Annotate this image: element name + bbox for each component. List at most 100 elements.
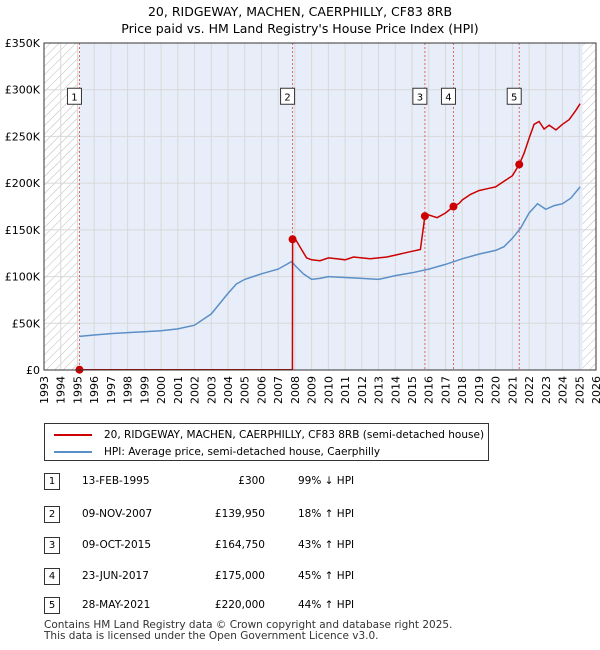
sale-marker-label: 5 [511,92,517,103]
table-row: 3 09-OCT-2015 £164,750 43% ↑ HPI [0,536,600,554]
sale-marker-label: 2 [284,92,290,103]
sale-point [288,235,297,244]
x-tick-label: 1999 [138,376,151,404]
table-row: 2 09-NOV-2007 £139,950 18% ↑ HPI [0,505,600,523]
transaction-hpi: 43% ↑ HPI [298,539,355,551]
x-tick-label: 2021 [506,376,519,404]
sale-point [420,212,429,221]
sale-marker-label: 3 [417,92,423,103]
footer-copyright: Contains HM Land Registry data © Crown c… [44,619,453,631]
transaction-hpi: 44% ↑ HPI [298,599,355,611]
x-tick-label: 2026 [590,376,600,404]
sale-marker-box [280,87,296,105]
sale-marker-box [506,87,522,105]
sale-point [449,202,458,211]
chart-title-line1: 20, RIDGEWAY, MACHEN, CAERPHILLY, CF83 8… [147,4,453,19]
transaction-date: 09-OCT-2015 [82,539,151,551]
x-tick-label: 2024 [557,376,570,404]
transaction-date: 23-JUN-2017 [82,570,149,582]
x-tick-label: 2010 [322,376,335,404]
x-tick-label: 2016 [423,376,436,404]
y-tick-label: £100K [5,271,41,284]
x-tick-label: 2018 [456,376,469,404]
transaction-price: £300 [238,475,265,487]
transaction-date: 13-FEB-1995 [82,475,150,487]
y-tick-label: £50K [12,317,41,330]
y-tick-label: £350K [5,37,41,50]
transaction-date: 28-MAY-2021 [82,599,151,611]
hpi-line [79,186,581,338]
y-tick-label: £250K [5,130,41,143]
x-tick-label: 2022 [523,376,536,404]
x-tick-label: 2008 [289,376,302,404]
transaction-number: 4 [44,568,60,585]
legend-swatch-price [54,434,92,436]
x-tick-label: 2001 [172,376,185,404]
legend-swatch-hpi [54,451,92,453]
x-tick-label: 2012 [356,376,369,404]
shaded-period [79,43,583,370]
x-tick-label: 2003 [205,376,218,404]
transaction-date: 09-NOV-2007 [82,508,153,520]
sale-point [515,160,524,169]
transaction-price: £139,950 [214,508,265,520]
transaction-price: £175,000 [214,570,265,582]
x-tick-label: 1995 [71,376,84,404]
transaction-number: 5 [44,597,60,614]
x-tick-label: 1996 [88,376,101,404]
legend-item-hpi: HPI: Average price, semi-detached house,… [54,444,380,460]
table-row: 1 13-FEB-1995 £300 99% ↓ HPI [0,472,600,490]
x-tick-label: 2020 [490,376,503,404]
transaction-hpi: 45% ↑ HPI [298,570,355,582]
x-tick-label: 1997 [105,376,118,404]
sale-marker-label: 4 [445,92,451,103]
chart-title-line2: Price paid vs. HM Land Registry's House … [121,21,479,36]
x-tick-label: 2017 [439,376,452,404]
plot-frame [43,42,597,371]
x-tick-label: 1994 [55,376,68,404]
legend-label-price: 20, RIDGEWAY, MACHEN, CAERPHILLY, CF83 8… [104,429,485,441]
x-tick-label: 1998 [122,376,135,404]
footer: Contains HM Land Registry data © Crown c… [44,620,452,642]
transaction-price: £164,750 [214,539,265,551]
x-tick-label: 2009 [306,376,319,404]
chart-title: 20, RIDGEWAY, MACHEN, CAERPHILLY, CF83 8… [0,3,600,37]
legend: 20, RIDGEWAY, MACHEN, CAERPHILLY, CF83 8… [44,423,489,461]
x-tick-label: 2006 [255,376,268,404]
footer-licence: This data is licensed under the Open Gov… [44,630,379,642]
table-row: 4 23-JUN-2017 £175,000 45% ↑ HPI [0,567,600,585]
x-tick-label: 1993 [38,376,51,404]
x-tick-label: 2023 [540,376,553,404]
transaction-hpi: 18% ↑ HPI [298,508,355,520]
transaction-number: 1 [44,473,60,490]
x-tick-label: 2000 [155,376,168,404]
x-tick-label: 2002 [189,376,202,404]
transaction-hpi: 99% ↓ HPI [298,475,355,487]
x-tick-label: 2011 [339,376,352,404]
x-tick-label: 2007 [272,376,285,404]
legend-label-hpi: HPI: Average price, semi-detached house,… [104,446,381,458]
y-tick-label: £150K [5,224,41,237]
sale-marker-box [66,87,82,105]
price-paid-line [79,103,581,371]
x-tick-label: 2015 [406,376,419,404]
x-tick-label: 2014 [389,376,402,404]
x-tick-label: 2019 [473,376,486,404]
x-tick-label: 2004 [222,376,235,404]
y-tick-label: £300K [5,84,41,97]
sale-marker-box [440,87,456,105]
sale-marker-label: 1 [71,92,77,103]
table-row: 5 28-MAY-2021 £220,000 44% ↑ HPI [0,596,600,614]
transaction-number: 2 [44,506,60,523]
x-tick-label: 2005 [239,376,252,404]
legend-item-price: 20, RIDGEWAY, MACHEN, CAERPHILLY, CF83 8… [54,427,484,443]
price-chart: 1 2 3 4 5 £0 £50K £100K £150K £200K £250K £300K £35… [5,37,600,404]
x-tick-label: 2025 [573,376,586,404]
hatched-period [582,43,596,370]
y-tick-label: £200K [5,177,41,190]
transaction-number: 3 [44,537,60,554]
x-tick-label: 2013 [373,376,386,404]
y-tick-label: £0 [26,364,40,377]
transaction-price: £220,000 [214,599,265,611]
sale-marker-box [412,87,428,105]
